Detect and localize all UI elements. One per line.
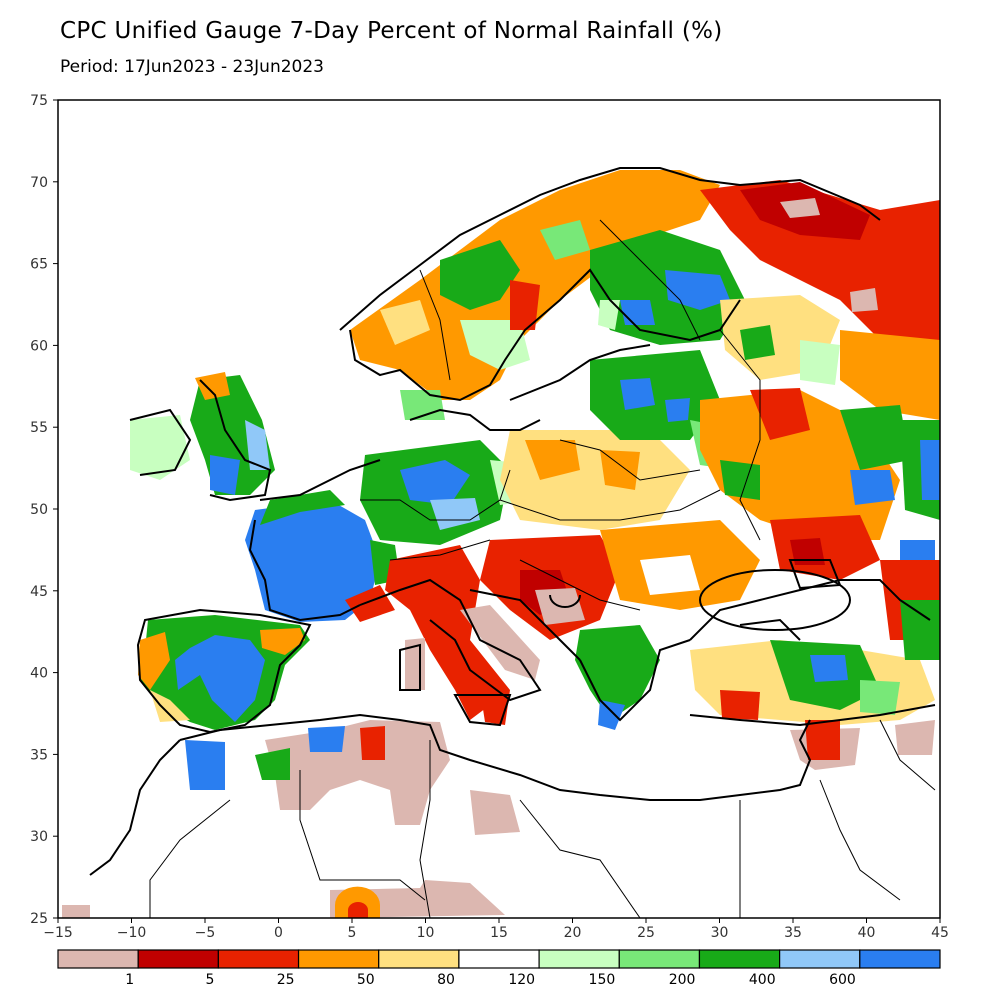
legend-swatch xyxy=(698,949,781,969)
legend-swatch xyxy=(779,949,861,969)
north-africa-wet-patches xyxy=(185,726,385,918)
lon-tick-label: 10 xyxy=(417,925,435,941)
period-label: Period: 17Jun2023 - 23Jun2023 xyxy=(60,57,324,77)
lat-tick-label: 35 xyxy=(30,747,48,763)
lon-tick-label: 25 xyxy=(637,925,655,941)
legend-swatch xyxy=(137,949,219,969)
lon-tick-label: −5 xyxy=(195,925,216,941)
british-isles-field xyxy=(130,372,275,495)
lat-tick-label: 40 xyxy=(30,666,48,682)
lon-tick-label: 15 xyxy=(490,925,508,941)
legend-swatch xyxy=(217,949,300,969)
lat-tick-label: 25 xyxy=(30,911,48,927)
lat-tick-label: 45 xyxy=(30,584,48,600)
latitude-axis: 25 30 35 40 45 50 55 60 65 70 75 xyxy=(30,93,58,927)
lon-tick-label: 35 xyxy=(784,925,802,941)
legend-swatch xyxy=(378,949,460,969)
borders xyxy=(149,219,936,918)
lon-tick-label: 20 xyxy=(564,925,582,941)
iberia-field xyxy=(138,615,310,730)
legend-label: 80 xyxy=(437,972,455,988)
legend-label: 25 xyxy=(277,972,295,988)
legend-label: 200 xyxy=(669,972,696,988)
turkey-field xyxy=(690,600,940,760)
lon-tick-label: −10 xyxy=(117,925,147,941)
legend-label: 600 xyxy=(829,972,856,988)
lon-tick-label: −15 xyxy=(43,925,73,941)
legend-label: 5 xyxy=(205,972,214,988)
russia-north-field xyxy=(700,180,940,420)
legend-swatch xyxy=(538,949,620,969)
longitude-axis: −15 −10 −5 0 5 10 15 20 25 30 35 40 45 xyxy=(43,918,949,941)
russia-central-field xyxy=(700,388,940,640)
legend-label: 50 xyxy=(357,972,375,988)
eastern-europe-field xyxy=(500,430,760,610)
legend-label: 150 xyxy=(589,972,616,988)
legend-swatch xyxy=(618,949,701,969)
legend-label: 400 xyxy=(749,972,776,988)
map-title: CPC Unified Gauge 7-Day Percent of Norma… xyxy=(60,18,723,44)
legend-swatch xyxy=(297,949,380,969)
lat-tick-label: 65 xyxy=(30,257,48,273)
legend-label: 1 xyxy=(125,972,134,988)
legend: 1 5 25 50 80 120 150 200 400 600 xyxy=(57,949,941,988)
lat-tick-label: 75 xyxy=(30,93,48,109)
lat-tick-label: 70 xyxy=(30,175,48,191)
lat-tick-label: 50 xyxy=(30,502,48,518)
coastlines xyxy=(89,167,936,876)
lon-tick-label: 30 xyxy=(711,925,729,941)
lat-tick-label: 30 xyxy=(30,829,48,845)
legend-swatch xyxy=(57,949,139,969)
lon-tick-label: 0 xyxy=(274,925,283,941)
legend-label: 120 xyxy=(508,972,535,988)
lat-tick-label: 55 xyxy=(30,420,48,436)
lon-tick-label: 45 xyxy=(931,925,949,941)
scandinavia-field xyxy=(350,170,720,420)
greece-field xyxy=(575,625,660,730)
lon-tick-label: 5 xyxy=(348,925,357,941)
lon-tick-label: 40 xyxy=(858,925,876,941)
lat-tick-label: 60 xyxy=(30,338,48,354)
legend-swatch xyxy=(859,949,941,969)
rainfall-field xyxy=(62,170,940,918)
legend-swatch xyxy=(458,949,540,969)
